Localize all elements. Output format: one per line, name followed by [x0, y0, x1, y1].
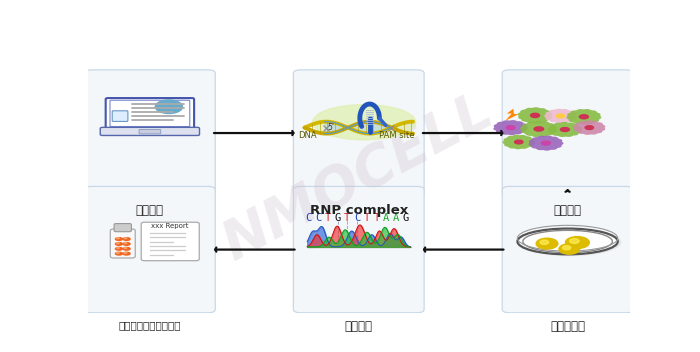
Circle shape [536, 238, 558, 249]
Text: G: G [335, 213, 341, 222]
FancyBboxPatch shape [111, 229, 135, 258]
Text: PAM site: PAM site [379, 131, 414, 140]
Text: 测序验证: 测序验证 [344, 320, 372, 333]
Text: 设计方案: 设计方案 [136, 203, 164, 216]
Polygon shape [573, 120, 605, 135]
Ellipse shape [506, 126, 515, 130]
Circle shape [155, 100, 183, 114]
FancyBboxPatch shape [502, 187, 633, 313]
Text: RNP complex: RNP complex [309, 203, 408, 216]
Ellipse shape [116, 243, 122, 245]
FancyBboxPatch shape [114, 224, 132, 232]
Ellipse shape [116, 243, 119, 244]
Text: T: T [374, 213, 380, 222]
Text: NMOCELL: NMOCELL [214, 84, 503, 272]
Ellipse shape [123, 247, 130, 250]
Ellipse shape [585, 126, 594, 130]
Polygon shape [547, 122, 582, 137]
FancyBboxPatch shape [293, 70, 424, 196]
FancyBboxPatch shape [141, 222, 199, 261]
Ellipse shape [518, 229, 621, 256]
Text: 5': 5' [328, 123, 335, 132]
FancyBboxPatch shape [502, 70, 633, 196]
Circle shape [570, 239, 579, 244]
FancyBboxPatch shape [139, 130, 161, 134]
Polygon shape [544, 109, 577, 123]
Text: C: C [315, 213, 321, 222]
Text: xxx Report: xxx Report [151, 223, 188, 229]
Text: C: C [354, 213, 360, 222]
Text: C: C [305, 213, 312, 222]
Ellipse shape [124, 243, 127, 244]
Ellipse shape [116, 252, 122, 255]
Ellipse shape [561, 127, 569, 131]
Ellipse shape [517, 228, 618, 254]
FancyBboxPatch shape [293, 187, 424, 313]
FancyBboxPatch shape [100, 127, 200, 136]
Text: T: T [344, 213, 351, 222]
FancyBboxPatch shape [85, 187, 216, 313]
Circle shape [563, 246, 570, 250]
Ellipse shape [556, 114, 565, 118]
Polygon shape [494, 120, 528, 135]
Text: T: T [364, 213, 370, 222]
Ellipse shape [116, 238, 119, 239]
Polygon shape [518, 107, 552, 124]
Polygon shape [520, 121, 557, 137]
Ellipse shape [313, 105, 416, 140]
Circle shape [559, 244, 580, 254]
Ellipse shape [531, 113, 540, 118]
Ellipse shape [123, 238, 130, 240]
Ellipse shape [124, 252, 127, 253]
Ellipse shape [580, 115, 589, 119]
Ellipse shape [124, 238, 127, 239]
Circle shape [566, 237, 589, 249]
Text: DNA: DNA [298, 131, 316, 140]
Ellipse shape [116, 252, 119, 253]
FancyBboxPatch shape [106, 98, 194, 129]
Ellipse shape [541, 141, 550, 145]
Text: A: A [393, 213, 399, 222]
Polygon shape [566, 109, 601, 125]
FancyBboxPatch shape [110, 100, 190, 126]
FancyBboxPatch shape [112, 111, 128, 121]
Ellipse shape [123, 252, 130, 255]
Polygon shape [528, 136, 564, 151]
FancyBboxPatch shape [85, 70, 216, 196]
Ellipse shape [123, 243, 130, 245]
Text: 细胞转染: 细胞转染 [554, 203, 582, 216]
Text: T: T [325, 213, 331, 222]
Polygon shape [503, 135, 535, 149]
Ellipse shape [514, 140, 523, 144]
Polygon shape [505, 109, 519, 121]
Ellipse shape [116, 238, 122, 240]
Circle shape [540, 240, 549, 244]
Text: A: A [384, 213, 389, 222]
Text: G: G [402, 213, 409, 222]
Text: 单克隆形成: 单克隆形成 [550, 320, 585, 333]
Text: 质检冻存（提供报告）: 质检冻存（提供报告） [118, 320, 181, 330]
Ellipse shape [534, 127, 544, 131]
Ellipse shape [116, 247, 122, 250]
Ellipse shape [124, 247, 127, 249]
Ellipse shape [116, 247, 119, 249]
